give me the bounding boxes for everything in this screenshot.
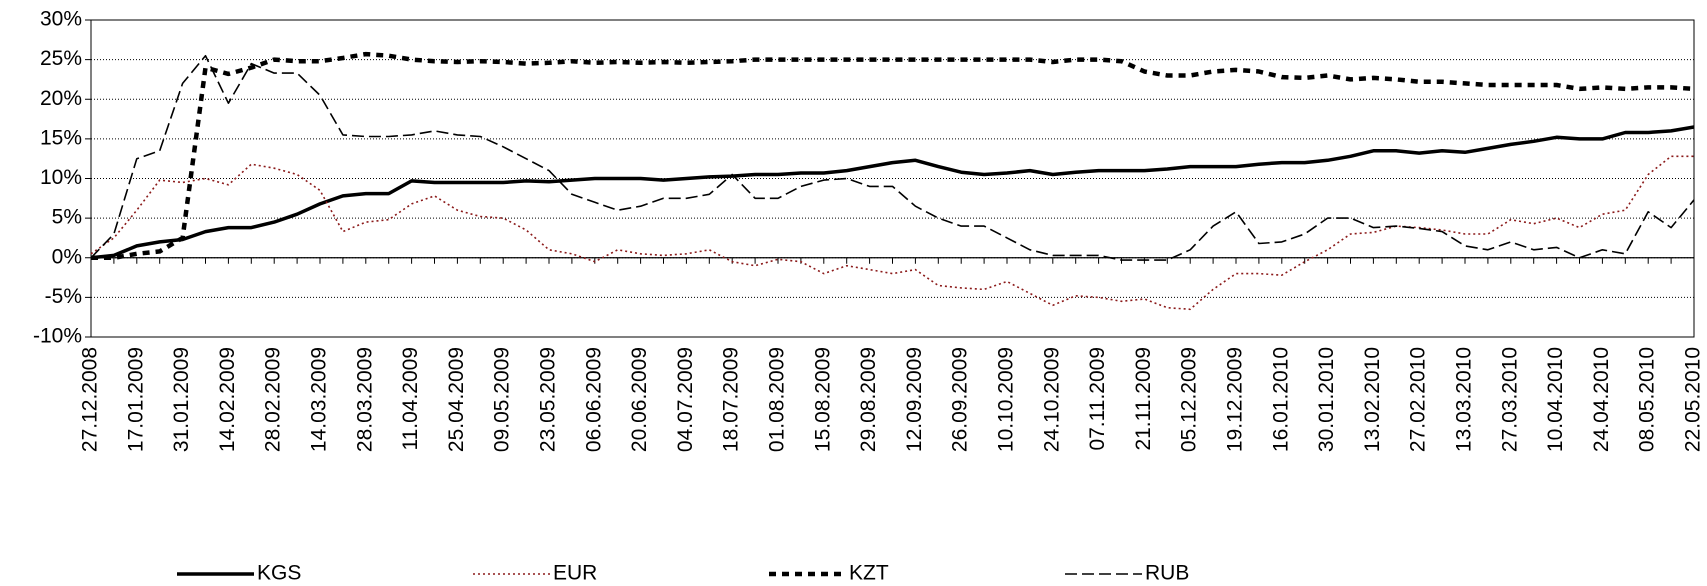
x-tick-label: 25.04.2009 xyxy=(445,347,468,452)
x-tick-label: 09.05.2009 xyxy=(491,347,514,452)
y-tick-label: 25% xyxy=(40,47,82,70)
y-tick-label: 10% xyxy=(40,166,82,189)
y-tick-label: -5% xyxy=(45,285,82,308)
x-tick-label: 24.04.2010 xyxy=(1590,347,1613,452)
series-line xyxy=(91,51,1695,261)
x-tick-label: 19.12.2009 xyxy=(1224,347,1247,452)
x-tick-label: 29.08.2009 xyxy=(857,347,880,452)
y-tick-label: 15% xyxy=(40,126,82,149)
x-tick-label: 08.05.2010 xyxy=(1636,347,1659,452)
x-tick-label: 06.06.2009 xyxy=(582,347,605,452)
x-tick-label: 12.09.2009 xyxy=(903,347,926,452)
y-tick-label: 5% xyxy=(52,206,82,229)
x-tick-label: 23.05.2009 xyxy=(537,347,560,452)
y-tick-label: 30% xyxy=(40,8,82,31)
series-line xyxy=(90,155,1694,311)
y-tick-label: 20% xyxy=(40,87,82,110)
x-tick-label: 27.03.2010 xyxy=(1498,347,1521,452)
x-tick-label: 05.12.2009 xyxy=(1178,347,1201,452)
x-tick-label: 27.02.2010 xyxy=(1407,347,1430,452)
x-tick-label: 31.01.2009 xyxy=(170,347,193,452)
x-tick-label: 07.11.2009 xyxy=(1086,347,1109,451)
y-tick-label: 0% xyxy=(52,245,82,268)
x-tick-label: 11.04.2009 xyxy=(399,347,422,451)
x-tick-label: 10.04.2010 xyxy=(1544,347,1567,452)
x-tick-label: 10.10.2009 xyxy=(995,347,1018,452)
x-tick-label: 18.07.2009 xyxy=(720,347,743,452)
legend-label: EUR xyxy=(553,562,597,585)
series-line xyxy=(90,54,1695,261)
x-tick-label: 27.12.2008 xyxy=(79,347,102,452)
x-tick-label: 17.01.2009 xyxy=(124,347,147,452)
x-tick-label: 26.09.2009 xyxy=(949,347,972,452)
x-tick-label: 16.01.2010 xyxy=(1269,347,1292,452)
x-tick-label: 15.08.2009 xyxy=(811,347,834,452)
x-tick-label: 30.01.2010 xyxy=(1315,347,1338,452)
x-tick-label: 04.07.2009 xyxy=(674,347,697,452)
x-tick-label: 14.02.2009 xyxy=(216,347,239,452)
x-tick-label: 21.11.2009 xyxy=(1132,347,1155,451)
legend-label: KZT xyxy=(849,562,889,585)
legend-label: RUB xyxy=(1145,562,1189,585)
x-tick-label: 22.05.2010 xyxy=(1682,347,1705,452)
x-tick-label: 24.10.2009 xyxy=(1040,347,1063,452)
series-line xyxy=(90,125,1695,260)
y-tick-label: -10% xyxy=(33,325,82,348)
x-tick-label: 28.03.2009 xyxy=(353,347,376,452)
x-tick-label: 13.02.2010 xyxy=(1361,347,1384,452)
x-tick-label: 01.08.2009 xyxy=(766,347,789,452)
x-tick-label: 20.06.2009 xyxy=(628,347,651,452)
x-tick-label: 14.03.2009 xyxy=(308,347,331,452)
x-tick-label: 28.02.2009 xyxy=(262,347,285,452)
x-tick-label: 13.03.2010 xyxy=(1453,347,1476,452)
legend-label: KGS xyxy=(257,562,301,585)
